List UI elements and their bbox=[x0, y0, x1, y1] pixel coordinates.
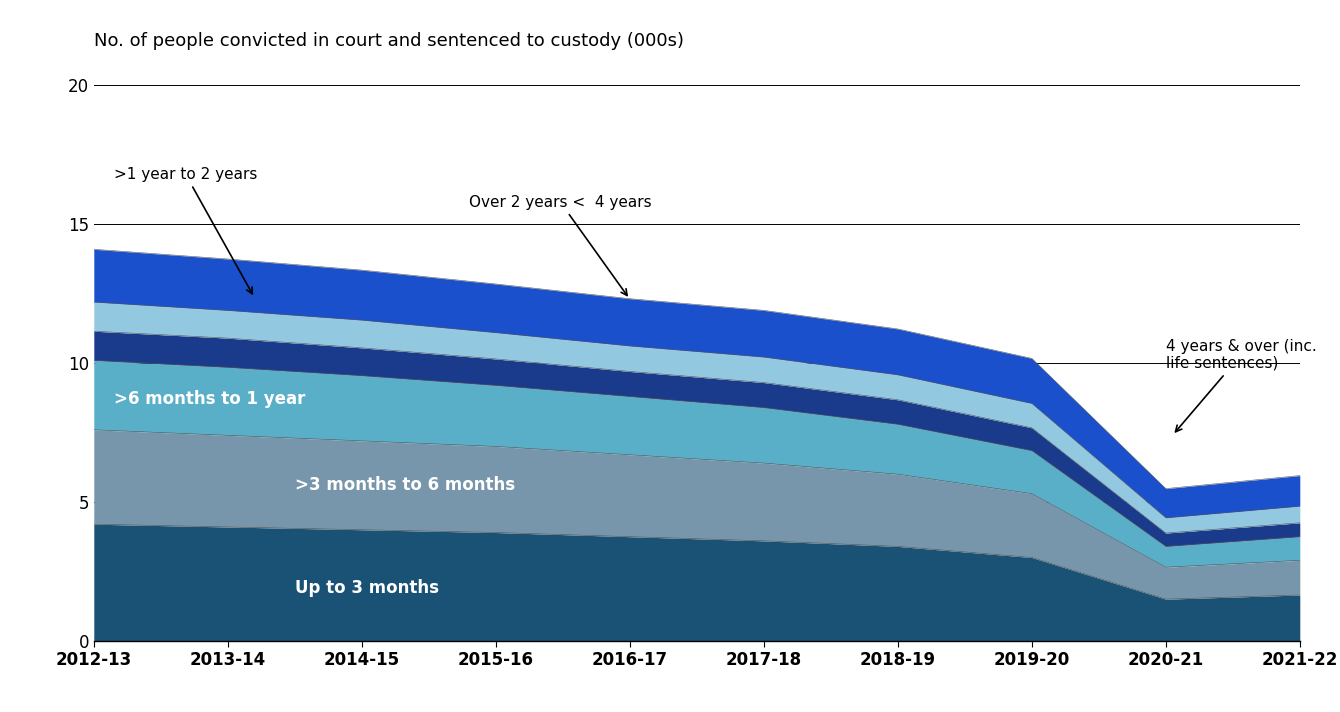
Text: >3 months to 6 months: >3 months to 6 months bbox=[295, 476, 515, 494]
Text: >6 months to 1 year: >6 months to 1 year bbox=[114, 390, 306, 408]
Text: Over 2 years <  4 years: Over 2 years < 4 years bbox=[469, 194, 651, 295]
Text: Up to 3 months: Up to 3 months bbox=[295, 579, 438, 597]
Text: No. of people convicted in court and sentenced to custody (000s): No. of people convicted in court and sen… bbox=[94, 32, 683, 50]
Text: >1 year to 2 years: >1 year to 2 years bbox=[114, 167, 257, 294]
Text: 4 years & over (inc.
life sentences): 4 years & over (inc. life sentences) bbox=[1166, 339, 1316, 431]
